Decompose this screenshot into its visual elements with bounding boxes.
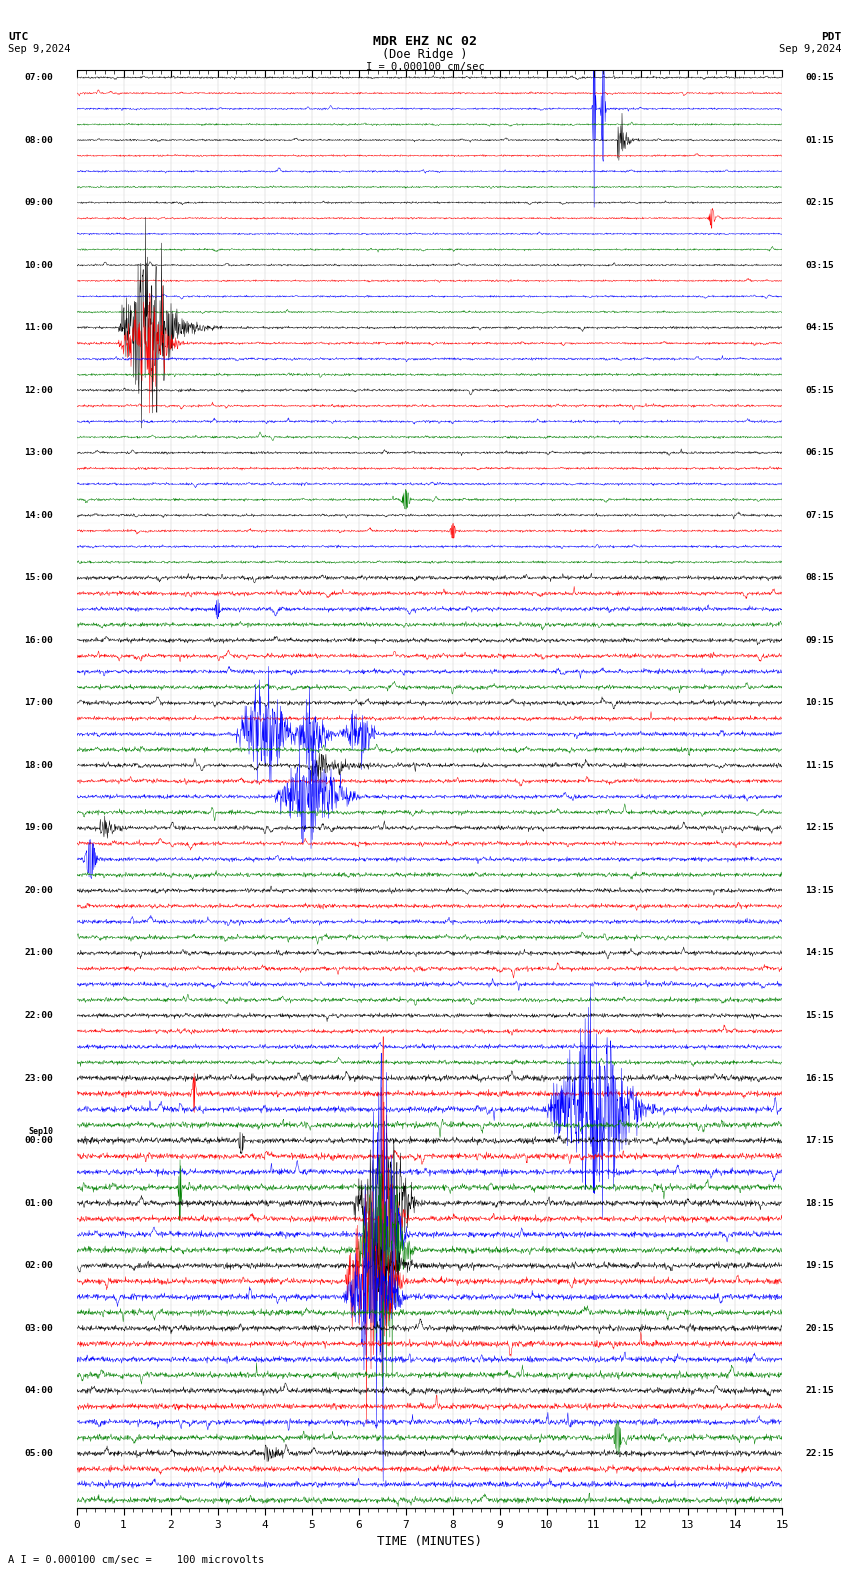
Text: Sep 9,2024: Sep 9,2024 xyxy=(8,44,71,54)
Text: Sep10: Sep10 xyxy=(28,1126,53,1136)
Text: 16:00: 16:00 xyxy=(25,635,53,645)
Text: 02:15: 02:15 xyxy=(806,198,834,208)
Text: 11:00: 11:00 xyxy=(25,323,53,333)
Text: 07:15: 07:15 xyxy=(806,510,834,520)
Text: 10:00: 10:00 xyxy=(25,261,53,269)
Text: PDT: PDT xyxy=(821,32,842,41)
Text: 18:15: 18:15 xyxy=(806,1199,834,1207)
Text: 17:00: 17:00 xyxy=(25,699,53,708)
Text: 04:15: 04:15 xyxy=(806,323,834,333)
Text: 01:15: 01:15 xyxy=(806,136,834,144)
Text: 15:00: 15:00 xyxy=(25,573,53,583)
Text: 22:00: 22:00 xyxy=(25,1011,53,1020)
Text: 16:15: 16:15 xyxy=(806,1074,834,1082)
Text: 09:00: 09:00 xyxy=(25,198,53,208)
Text: 20:15: 20:15 xyxy=(806,1324,834,1332)
Text: 14:00: 14:00 xyxy=(25,510,53,520)
Text: 12:00: 12:00 xyxy=(25,385,53,394)
Text: 15:15: 15:15 xyxy=(806,1011,834,1020)
Text: 00:15: 00:15 xyxy=(806,73,834,82)
Text: 04:00: 04:00 xyxy=(25,1386,53,1396)
Text: 10:15: 10:15 xyxy=(806,699,834,708)
Text: 09:15: 09:15 xyxy=(806,635,834,645)
Text: 03:15: 03:15 xyxy=(806,261,834,269)
Text: 03:00: 03:00 xyxy=(25,1324,53,1332)
Text: 00:00: 00:00 xyxy=(25,1136,53,1145)
Text: 20:00: 20:00 xyxy=(25,885,53,895)
Text: I = 0.000100 cm/sec: I = 0.000100 cm/sec xyxy=(366,62,484,71)
Text: 19:15: 19:15 xyxy=(806,1261,834,1270)
Text: 08:15: 08:15 xyxy=(806,573,834,583)
Text: 11:15: 11:15 xyxy=(806,760,834,770)
Text: MDR EHZ NC 02: MDR EHZ NC 02 xyxy=(373,35,477,48)
Text: (Doe Ridge ): (Doe Ridge ) xyxy=(382,48,468,60)
Text: 01:00: 01:00 xyxy=(25,1199,53,1207)
Text: 21:15: 21:15 xyxy=(806,1386,834,1396)
Text: 07:00: 07:00 xyxy=(25,73,53,82)
X-axis label: TIME (MINUTES): TIME (MINUTES) xyxy=(377,1535,482,1548)
Text: 12:15: 12:15 xyxy=(806,824,834,833)
Text: UTC: UTC xyxy=(8,32,29,41)
Text: 21:00: 21:00 xyxy=(25,949,53,957)
Text: 19:00: 19:00 xyxy=(25,824,53,833)
Text: 17:15: 17:15 xyxy=(806,1136,834,1145)
Text: 02:00: 02:00 xyxy=(25,1261,53,1270)
Text: 13:15: 13:15 xyxy=(806,885,834,895)
Text: 08:00: 08:00 xyxy=(25,136,53,144)
Text: 06:15: 06:15 xyxy=(806,448,834,458)
Text: Sep 9,2024: Sep 9,2024 xyxy=(779,44,842,54)
Text: 22:15: 22:15 xyxy=(806,1449,834,1457)
Text: 13:00: 13:00 xyxy=(25,448,53,458)
Text: 14:15: 14:15 xyxy=(806,949,834,957)
Text: 23:00: 23:00 xyxy=(25,1074,53,1082)
Text: 18:00: 18:00 xyxy=(25,760,53,770)
Text: 05:00: 05:00 xyxy=(25,1449,53,1457)
Text: A I = 0.000100 cm/sec =    100 microvolts: A I = 0.000100 cm/sec = 100 microvolts xyxy=(8,1555,264,1565)
Text: 05:15: 05:15 xyxy=(806,385,834,394)
